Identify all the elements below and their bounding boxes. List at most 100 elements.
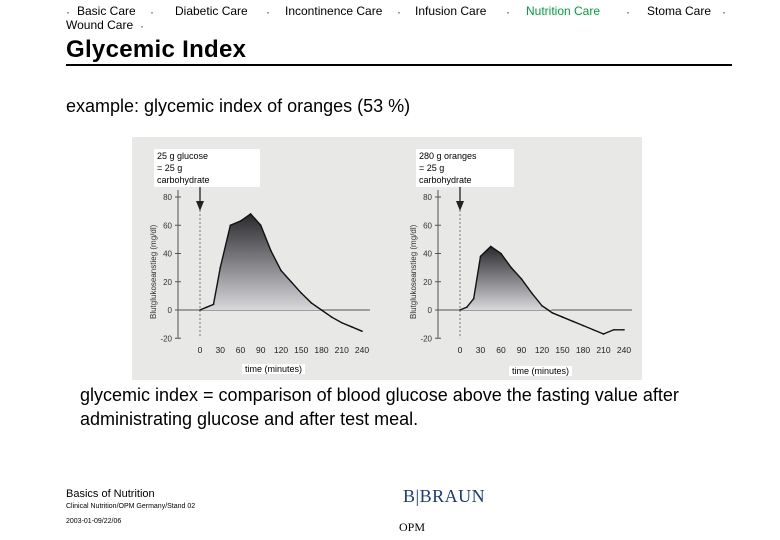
- right-x-tick-label: 240: [617, 345, 631, 355]
- nav-item-wound-care[interactable]: Wound Care: [66, 18, 134, 32]
- left-arrow-head: [196, 201, 204, 211]
- right-data-point: [489, 245, 492, 248]
- left-data-point: [330, 316, 333, 318]
- right-x-tick-label: 90: [517, 345, 527, 355]
- footer-line2: 2003-01-09/22/06: [66, 518, 122, 525]
- right-x-tick-label: 150: [555, 345, 569, 355]
- left-y-tick-label: 40: [163, 250, 172, 259]
- nav-separator: ·: [266, 5, 270, 19]
- left-y-tick-label: 80: [163, 193, 172, 202]
- right-y-tick-label: 80: [423, 193, 432, 202]
- right-y-tick-label: 0: [428, 306, 433, 315]
- right-data-point: [472, 297, 475, 300]
- left-x-tick-label: 180: [314, 345, 328, 355]
- right-data-point: [510, 266, 513, 269]
- nav-separator: ·: [66, 5, 70, 19]
- right-x-tick-label: 180: [576, 345, 590, 355]
- left-data-point: [320, 309, 323, 311]
- left-data-point: [239, 220, 242, 222]
- right-data-point: [623, 328, 625, 331]
- title-divider: [66, 64, 732, 66]
- left-x-tick-label: 210: [335, 345, 349, 355]
- left-time-axis-label: time (minutes): [242, 364, 306, 374]
- left-data-point: [219, 266, 222, 269]
- glycemic-figure: -20 0 20 40 60 80 0 30 60 90 120 150 180 210 240 Blutgl…: [132, 137, 642, 380]
- right-chart-annotation: 280 g oranges = 25 g carbohydrate: [416, 149, 514, 187]
- right-time-axis-label: time (minutes): [509, 366, 573, 376]
- left-data-point: [351, 326, 353, 328]
- left-chart-annotation: 25 g glucose = 25 g carbohydrate: [154, 149, 260, 187]
- right-data-point: [571, 320, 574, 323]
- page-title: Glycemic Index: [66, 36, 247, 63]
- nav-separator: ·: [397, 5, 401, 19]
- footer-line1: Clinical Nutrition/OPM Germany/Stand 02: [66, 503, 196, 510]
- right-x-tick-label: 120: [535, 345, 549, 355]
- left-glucose-curve: [199, 213, 363, 332]
- left-annotation-line3: carbohydrate: [157, 175, 210, 185]
- nav-item-diabetic-care[interactable]: Diabetic Care: [175, 4, 248, 18]
- nav-separator: ·: [140, 19, 144, 33]
- right-area-fill: [460, 246, 624, 310]
- right-y-tick-label: 20: [423, 278, 432, 287]
- left-data-point: [300, 292, 303, 294]
- top-navigation: · Basic Care · Diabetic Care · Incontine…: [0, 4, 780, 34]
- right-data-point: [602, 333, 605, 335]
- right-data-point: [459, 309, 461, 311]
- description-text: glycemic index = comparison of blood glu…: [80, 385, 679, 429]
- left-data-point: [280, 269, 282, 272]
- right-data-point: [520, 278, 523, 280]
- left-y-tick-label: 0: [168, 306, 173, 315]
- nav-item-nutrition-care[interactable]: Nutrition Care: [526, 4, 601, 18]
- right-y-axis-label: Blutglukoseanstieg (mg/dl): [409, 224, 418, 319]
- right-x-tick-label: 60: [496, 345, 506, 355]
- left-data-point: [259, 224, 262, 227]
- right-data-point: [530, 292, 533, 294]
- left-data-point: [270, 249, 272, 252]
- right-data-point: [612, 328, 615, 331]
- right-y-tick-label: -20: [420, 334, 432, 343]
- nav-separator: ·: [150, 5, 154, 19]
- right-y-tick-label: 60: [423, 221, 432, 230]
- left-data-point: [310, 302, 313, 304]
- left-y-axis-label: Blutglukoseanstieg (mg/dl): [149, 224, 158, 319]
- left-data-point: [361, 330, 363, 332]
- left-x-tick-label: 90: [256, 345, 266, 355]
- left-y-tick-label: 60: [163, 221, 172, 230]
- left-x-tick-label: 60: [236, 345, 246, 355]
- braun-logo: B|BRAUN: [403, 486, 486, 506]
- left-x-tick-label: 150: [294, 345, 308, 355]
- right-data-point: [582, 324, 584, 327]
- left-data-point: [229, 224, 232, 227]
- right-data-point: [541, 304, 543, 307]
- left-y-tick-label: 20: [163, 278, 172, 287]
- right-data-point: [466, 306, 468, 308]
- nav-item-stoma-care[interactable]: Stoma Care: [647, 4, 712, 18]
- nav-separator: ·: [626, 5, 630, 19]
- right-x-tick-label: 0: [458, 345, 463, 355]
- right-glucose-curve: [459, 245, 624, 335]
- nav-separator: ·: [506, 5, 510, 19]
- right-annotation-line1: 280 g oranges: [419, 151, 477, 161]
- nav-item-infusion-care[interactable]: Infusion Care: [415, 4, 487, 18]
- nav-item-incontinence-care[interactable]: Incontinence Care: [285, 4, 383, 18]
- nav-item-basic-care[interactable]: Basic Care: [77, 4, 136, 18]
- left-data-point: [205, 306, 208, 308]
- right-data-point: [479, 255, 482, 258]
- right-data-point: [500, 252, 502, 255]
- left-x-tick-label: 120: [274, 345, 288, 355]
- left-data-point: [212, 303, 215, 306]
- left-annotation-line1: 25 g glucose: [157, 151, 209, 161]
- left-data-point: [340, 321, 343, 324]
- left-x-tick-label: 240: [355, 345, 369, 355]
- left-annotation-line2: = 25 g: [157, 163, 183, 173]
- nav-separator: ·: [722, 5, 726, 19]
- footer-dept: OPM: [399, 520, 426, 534]
- footer-title: Basics of Nutrition: [66, 488, 155, 500]
- right-y-tick-label: 40: [423, 250, 432, 259]
- left-area-fill: [200, 213, 362, 310]
- right-annotation-line3: carbohydrate: [419, 175, 472, 185]
- glycemic-charts: -20 0 20 40 60 80 0 30 60 90 120 150 180 210 240 Blutgl…: [149, 177, 632, 355]
- left-x-tick-label: 30: [216, 345, 226, 355]
- right-data-point: [551, 312, 554, 314]
- left-data-point: [249, 213, 252, 215]
